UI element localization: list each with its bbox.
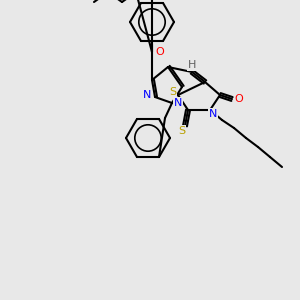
Text: S: S [169, 87, 177, 97]
Text: N: N [174, 98, 182, 108]
Text: H: H [188, 60, 196, 70]
Text: N: N [209, 109, 217, 119]
Text: S: S [178, 126, 186, 136]
Text: O: O [235, 94, 243, 104]
Text: O: O [156, 47, 164, 57]
Text: N: N [143, 90, 151, 100]
